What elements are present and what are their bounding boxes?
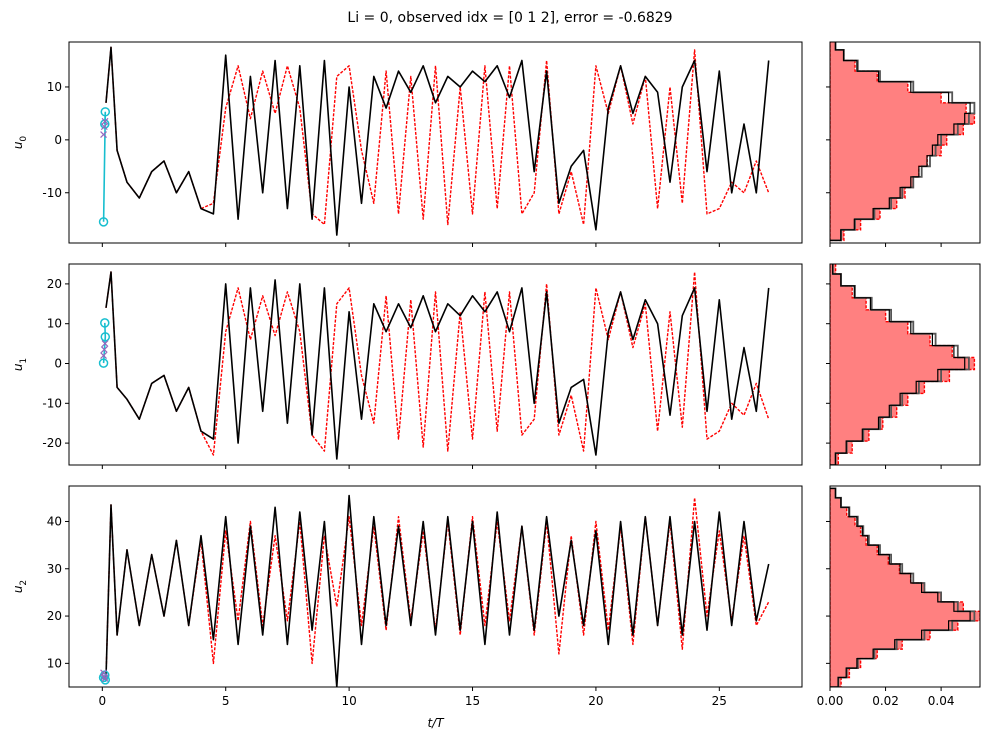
observed-point (100, 107, 111, 117)
x-tick-label: 0 (98, 694, 106, 708)
figure-title: Li = 0, observed idx = [0 1 2], error = … (347, 10, 672, 26)
truth-line (105, 46, 770, 236)
histogram (826, 263, 981, 469)
hist-bars (830, 42, 976, 242)
hist-x-tick-label: 0.00 (817, 694, 844, 708)
forecast-histogram (830, 42, 976, 242)
histogram: 0.00 0.02 0.04 (817, 485, 981, 708)
hist-frame (829, 485, 981, 688)
hist-bars (830, 487, 980, 687)
y-axis-label: u0 (11, 136, 29, 150)
observed-cross (101, 117, 109, 125)
observed-cross (100, 346, 108, 353)
x-tick-label: 15 (465, 694, 480, 708)
series-group (98, 271, 770, 460)
y-tick-label: 40 (47, 514, 62, 528)
x-tick-label: 5 (222, 694, 230, 708)
histogram (826, 41, 981, 247)
y-tick-label: 20 (47, 609, 62, 623)
y-tick-label: 30 (47, 562, 62, 576)
panel-u1: -20 -10 0 10 20 u1 (11, 263, 981, 469)
y-axis-label: u2 (11, 580, 29, 593)
observed-point (100, 119, 110, 129)
truth-histogram (830, 487, 976, 687)
x-tick-label: 20 (588, 694, 603, 708)
hist-x-tick-label: 0.04 (928, 694, 955, 708)
observed-cross (100, 673, 108, 681)
series-group (98, 46, 770, 236)
observed-cross (101, 675, 109, 682)
forecast-histogram (830, 264, 976, 465)
panel-u0: -10 0 10 u0 (11, 41, 981, 247)
observed-point (100, 318, 110, 328)
panel-u2: 10 20 30 40 0 5 10 15 20 25 u2 t/T 0.00 0.02 0.04 (11, 485, 981, 730)
series-group (98, 494, 770, 687)
hist-frame (829, 41, 981, 244)
plot-frame (68, 485, 803, 688)
x-axis-label: t/T (427, 716, 445, 730)
truth-histogram (830, 264, 970, 465)
truth-line (105, 271, 770, 460)
y-axis-label: u1 (11, 358, 29, 371)
y-tick-label: -20 (42, 436, 62, 450)
observed-point (98, 217, 109, 227)
y-tick-label: 10 (47, 656, 62, 670)
y-tick-label: 0 (54, 357, 62, 371)
y-tick-label: 10 (47, 317, 62, 331)
x-tick-label: 25 (712, 694, 727, 708)
hist-x-tick-label: 0.02 (872, 694, 899, 708)
forecast-histogram (830, 487, 980, 687)
y-tick-label: 10 (47, 80, 62, 94)
hist-bars (830, 264, 976, 465)
plots: -10 0 10 u0 -20 -10 0 10 20 u1 10 20 30 40 0 5 10 15 20 25 u… (11, 41, 981, 730)
forecast-line (105, 46, 770, 226)
observed-point (100, 332, 111, 342)
plot-frame (68, 263, 803, 466)
observed-cross (100, 352, 107, 359)
observed-point (98, 358, 109, 368)
hist-frame (829, 263, 981, 466)
x-tick-label: 10 (341, 694, 356, 708)
y-tick-label: 20 (47, 277, 62, 291)
truth-histogram-inner (830, 487, 971, 687)
plot-frame (68, 41, 803, 244)
y-tick-label: 0 (54, 133, 62, 147)
observed-cross (100, 131, 107, 138)
observed-cross (100, 123, 108, 131)
y-tick-label: -10 (42, 396, 62, 410)
truth-histogram-inner (830, 42, 971, 241)
observed-cross (101, 340, 109, 348)
y-tick-label: -10 (42, 186, 62, 200)
forecast-line (105, 271, 770, 456)
truth-line (105, 494, 770, 687)
truth-histogram-inner (830, 264, 966, 465)
